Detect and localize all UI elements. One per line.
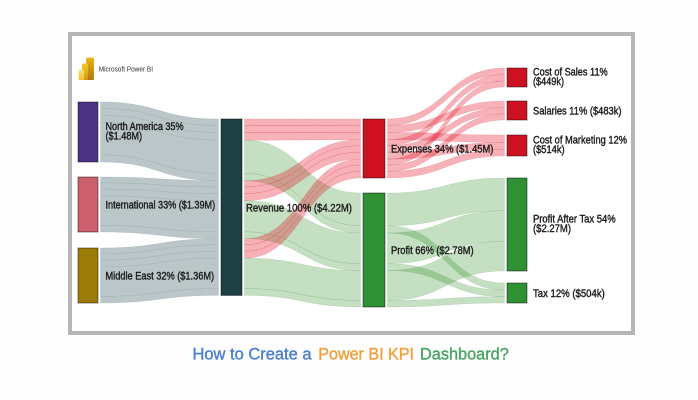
svg-text:Tax 12% ($504k): Tax 12% ($504k) bbox=[533, 288, 605, 300]
svg-text:($1.48M): ($1.48M) bbox=[106, 130, 143, 142]
svg-text:Cost of Sales 11%: Cost of Sales 11% bbox=[533, 67, 608, 79]
svg-text:Middle East 32% ($1.36M): Middle East 32% ($1.36M) bbox=[106, 271, 215, 283]
svg-text:($449k): ($449k) bbox=[533, 76, 564, 88]
svg-text:($514k): ($514k) bbox=[533, 144, 565, 156]
svg-text:($2.27M): ($2.27M) bbox=[533, 223, 571, 235]
svg-text:Expenses 34% ($1.45M): Expenses 34% ($1.45M) bbox=[391, 144, 493, 156]
svg-text:Profit 66% ($2.78M): Profit 66% ($2.78M) bbox=[391, 245, 474, 257]
svg-text:International 33% ($1.39M): International 33% ($1.39M) bbox=[106, 200, 216, 212]
svg-text:Salaries 11% ($483k): Salaries 11% ($483k) bbox=[533, 106, 622, 118]
svg-text:Microsoft Power BI: Microsoft Power BI bbox=[99, 65, 153, 74]
svg-text:North America 35%: North America 35% bbox=[106, 121, 184, 133]
svg-text:Profit After Tax 54%: Profit After Tax 54% bbox=[533, 214, 616, 226]
svg-text:Revenue 100% ($4.22M): Revenue 100% ($4.22M) bbox=[246, 202, 352, 214]
svg-text:Cost of Marketing 12%: Cost of Marketing 12% bbox=[533, 135, 627, 147]
